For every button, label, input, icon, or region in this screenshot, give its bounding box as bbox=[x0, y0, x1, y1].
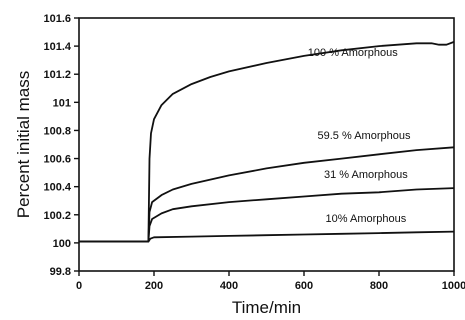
y-tick-label: 99.8 bbox=[50, 266, 71, 278]
x-tick-label: 1000 bbox=[442, 280, 465, 292]
series-line-3 bbox=[79, 230, 455, 243]
x-tick-label: 400 bbox=[220, 280, 238, 292]
axes: 0 200 400 600 800 1000 99.8 100 100.2 100.4 100.6 1… bbox=[43, 13, 465, 292]
series-line-2 bbox=[79, 187, 455, 243]
series-layer bbox=[79, 41, 455, 243]
series-label-2: 31 % Amorphous bbox=[324, 169, 408, 181]
y-tick-label: 101.2 bbox=[43, 69, 71, 81]
y-tick-label: 100.2 bbox=[43, 210, 71, 222]
x-axis-title: Time/min bbox=[232, 298, 301, 317]
y-tick-label: 101.4 bbox=[43, 41, 71, 53]
y-tick-label: 100.6 bbox=[43, 154, 71, 166]
x-tick-label: 600 bbox=[295, 280, 313, 292]
labels-layer: 100 % Amorphous 59.5 % Amorphous 31 % Amor… bbox=[308, 47, 411, 225]
y-axis-title: Percent initial mass bbox=[14, 71, 33, 218]
series-line-1 bbox=[79, 146, 455, 243]
series-line-0 bbox=[79, 41, 455, 243]
plot-frame bbox=[78, 17, 455, 272]
series-label-0: 100 % Amorphous bbox=[308, 47, 398, 59]
x-tick-label: 800 bbox=[370, 280, 388, 292]
y-tick-label: 100.4 bbox=[43, 182, 71, 194]
x-tick-label: 0 bbox=[76, 280, 82, 292]
x-tick-label: 200 bbox=[145, 280, 163, 292]
series-label-3: 10% Amorphous bbox=[326, 213, 407, 225]
y-tick-label: 100 bbox=[53, 238, 71, 250]
y-tick-label: 101.6 bbox=[43, 13, 71, 25]
y-tick-label: 100.8 bbox=[43, 125, 71, 137]
series-label-1: 59.5 % Amorphous bbox=[318, 130, 411, 142]
y-tick-label: 101 bbox=[53, 97, 71, 109]
